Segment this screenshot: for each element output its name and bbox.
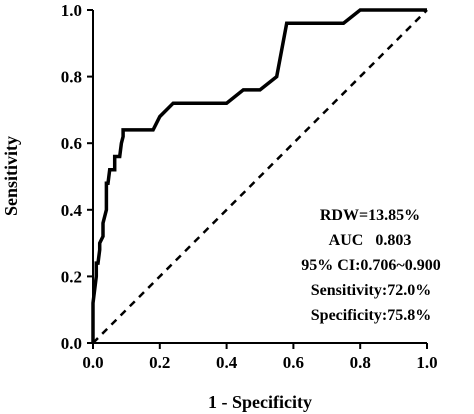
roc-curve-line <box>91 8 427 343</box>
annotation-specificity: Specificity:75.8% <box>311 307 431 324</box>
y-axis-ticks: 0.0 0.2 0.4 0.6 0.8 1.0 <box>61 1 93 353</box>
x-tick-label: 0.2 <box>149 353 170 372</box>
annotation-sensitivity: Sensitivity:72.0% <box>311 282 431 299</box>
x-axis-ticks: 0.0 0.2 0.4 0.6 0.8 1.0 <box>82 343 438 372</box>
y-axis-title: Sensitivity <box>1 136 21 216</box>
y-tick-label: 0.8 <box>61 68 82 87</box>
annotation-box: RDW=13.85% AUC 0.803 95% CI:0.706~0.900 … <box>301 207 440 324</box>
x-tick-label: 0.8 <box>350 353 371 372</box>
annotation-ci: 95% CI:0.706~0.900 <box>301 257 440 274</box>
x-axis-title: 1 - Specificity <box>208 392 312 412</box>
annotation-cutoff: RDW=13.85% <box>320 207 420 224</box>
x-tick-label: 0.0 <box>82 353 103 372</box>
y-tick-label: 0.4 <box>61 201 83 220</box>
annotation-auc: AUC 0.803 <box>329 232 412 249</box>
reference-diagonal-line <box>92 9 428 344</box>
x-tick-label: 0.4 <box>216 353 238 372</box>
x-tick-label: 0.6 <box>283 353 304 372</box>
y-tick-label: 1.0 <box>61 1 82 20</box>
y-tick-label: 0.6 <box>61 134 82 153</box>
y-tick-label: 0.2 <box>61 267 82 286</box>
x-tick-label: 1.0 <box>416 353 437 372</box>
y-tick-label: 0.0 <box>61 334 82 353</box>
